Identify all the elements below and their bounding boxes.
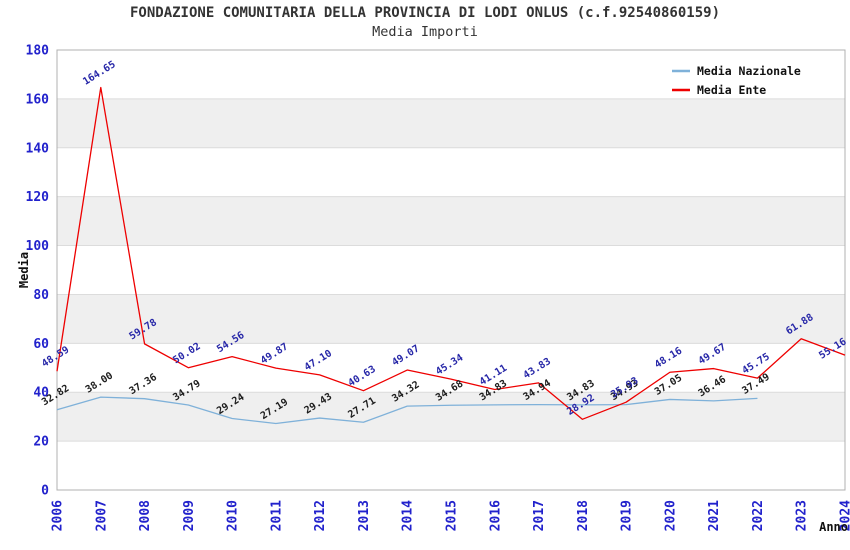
x-tick-label: 2010	[226, 500, 241, 531]
y-tick-label: 40	[33, 386, 49, 401]
y-tick-label: 0	[41, 484, 49, 499]
legend-label: Media Ente	[697, 83, 766, 97]
series-line-media-nazionale	[56, 396, 758, 425]
x-tick-label: 2021	[707, 500, 722, 531]
y-tick-label: 160	[26, 92, 50, 107]
chart-title: FONDAZIONE COMUNITARIA DELLA PROVINCIA D…	[129, 5, 720, 21]
value-label: 50.02	[171, 341, 202, 366]
x-tick-label: 2007	[94, 500, 109, 531]
chart-subtitle: Media Importi	[372, 24, 478, 40]
y-tick-label: 140	[26, 141, 50, 156]
x-tick-label: 2022	[751, 500, 766, 531]
x-tick-label: 2012	[313, 500, 328, 531]
y-tick-label: 100	[26, 239, 50, 254]
value-label: 48.16	[653, 346, 684, 371]
y-tick-label: 80	[33, 288, 49, 303]
x-tick-label: 2024	[839, 500, 850, 531]
x-tick-label: 2018	[576, 500, 591, 531]
value-label: 164.65	[81, 59, 117, 87]
x-tick-label: 2015	[445, 500, 460, 531]
x-tick-label: 2014	[401, 500, 416, 531]
x-axis-title: Anno	[819, 520, 848, 534]
value-label: 40.63	[346, 364, 377, 389]
y-tick-label: 120	[26, 190, 50, 205]
legend-label: Media Nazionale	[697, 64, 801, 78]
x-tick-label: 2009	[182, 500, 197, 531]
series-line-media-ente	[56, 86, 846, 420]
value-label: 43.83	[522, 356, 553, 381]
y-axis-title: Media	[17, 252, 31, 288]
x-tick-label: 2019	[620, 500, 635, 531]
x-tick-label: 2017	[532, 500, 547, 531]
value-label: 49.67	[697, 342, 728, 367]
plot-band	[57, 98, 845, 148]
value-label: 45.34	[434, 352, 465, 377]
x-tick-label: 2016	[488, 500, 503, 531]
value-label: 49.87	[259, 341, 290, 366]
y-tick-label: 180	[26, 44, 50, 59]
x-tick-label: 2006	[51, 500, 66, 531]
plot-border	[56, 49, 846, 491]
plot-band	[57, 196, 845, 246]
x-tick-label: 2023	[795, 500, 810, 531]
x-tick-label: 2020	[663, 500, 678, 531]
value-label: 45.75	[740, 351, 771, 376]
y-tick-label: 60	[33, 337, 49, 352]
x-tick-label: 2008	[138, 500, 153, 531]
x-tick-label: 2013	[357, 500, 372, 531]
x-tick-label: 2011	[269, 500, 284, 531]
value-label: 49.07	[390, 343, 421, 368]
plot-band	[57, 294, 845, 344]
y-tick-label: 20	[33, 435, 49, 450]
value-label: 47.10	[303, 348, 334, 373]
